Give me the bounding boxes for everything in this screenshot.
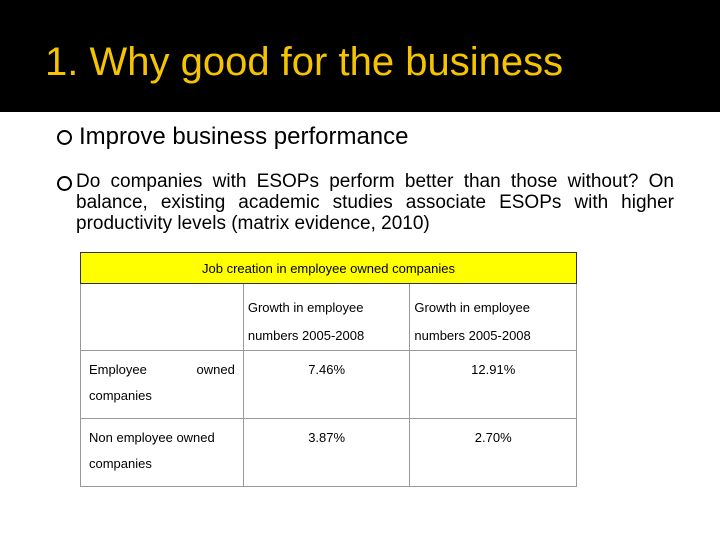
table-cell: 3.87% [242, 418, 411, 487]
slide-title: 1. Why good for the business [45, 40, 564, 84]
bullet-text: Do companies with ESOPs perform better t… [76, 171, 674, 234]
bullet-text: Improve business performance [79, 123, 409, 150]
hollow-circle-bullet-icon [57, 130, 72, 145]
row-label-word: Employee [89, 362, 147, 377]
row-label: Employee owned companies [80, 350, 244, 419]
row-label-rest: companies [89, 456, 152, 471]
row-label-word: Non employee owned [89, 430, 215, 445]
title-bar: 1. Why good for the business [0, 0, 720, 112]
table-cell: 12.91% [409, 350, 577, 419]
row-label-rest: companies [89, 388, 152, 403]
row-label-word: owned [196, 362, 235, 377]
table-row: Non employee owned companies 3.87% 2.70% [80, 418, 577, 487]
table-row: Employee owned companies 7.46% 12.91% [80, 350, 577, 419]
table-header: Growth in employee numbers 2005-2008 [409, 283, 577, 351]
row-label: Non employee owned companies [80, 418, 244, 487]
table-header-empty [80, 283, 244, 351]
table-header: Growth in employee numbers 2005-2008 [242, 283, 411, 351]
hollow-circle-bullet-icon [57, 176, 72, 191]
table-cell: 2.70% [409, 418, 577, 487]
table-caption: Job creation in employee owned companies [80, 252, 577, 284]
table-cell: 7.46% [242, 350, 411, 419]
job-creation-table: Job creation in employee owned companies… [80, 252, 577, 487]
